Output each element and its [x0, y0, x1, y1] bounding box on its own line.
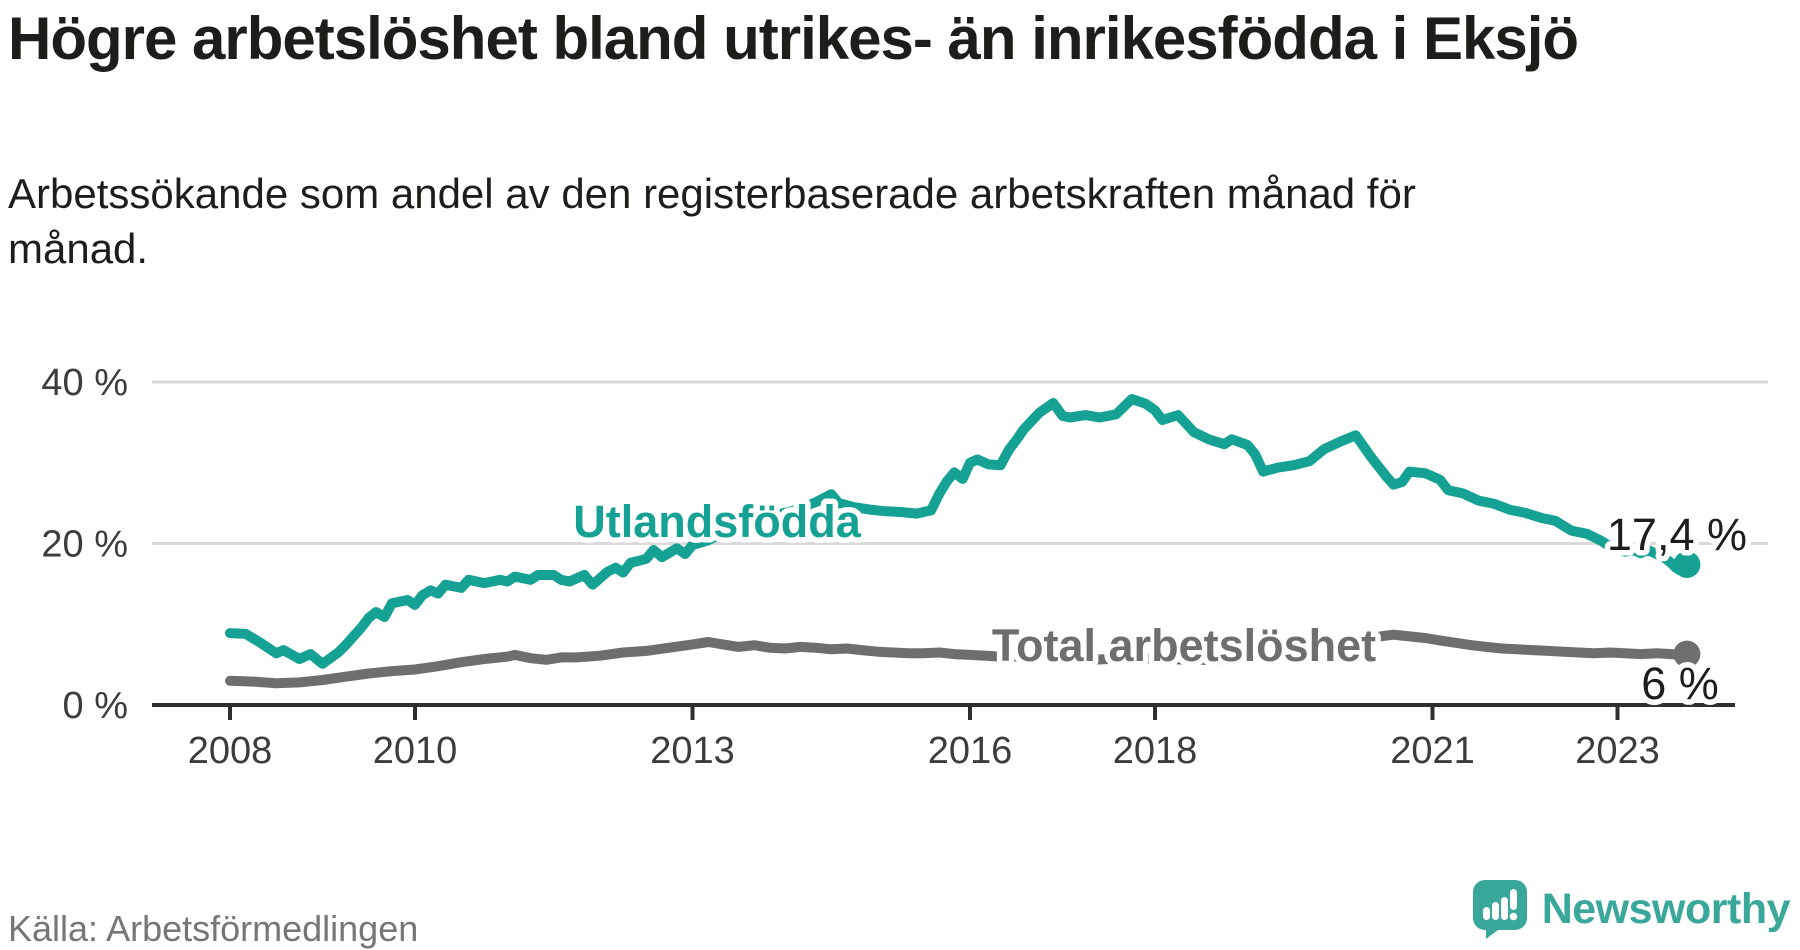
x-axis-tick-label: 2013 [650, 730, 735, 772]
y-axis-tick-label: 40 % [41, 362, 128, 404]
utlandsfodda-series-label: Utlandsfödda [573, 496, 861, 547]
x-axis-tick-label: 2018 [1113, 730, 1198, 772]
y-axis-tick-label: 20 % [41, 524, 128, 566]
utlandsfodda-line [225, 394, 1692, 669]
utlandsfodda-end-value-label: 17,4 % [1607, 509, 1747, 560]
total-arbetsloshet-end-dot [1673, 640, 1701, 668]
newsworthy-logo-icon [1472, 880, 1527, 939]
y-axis-tick-label: 0 % [63, 685, 128, 727]
x-axis-tick-label: 2023 [1575, 730, 1660, 772]
total-arbetsloshet-series-label: Total arbetslöshet [992, 620, 1376, 671]
newsworthy-wordmark: Newsworthy [1541, 884, 1791, 933]
gridlines [152, 380, 1768, 545]
x-axis-tick-label: 2016 [928, 730, 1013, 772]
x-axis-tick-label: 2010 [373, 730, 458, 772]
newsworthy-branding: Newsworthy [1472, 878, 1791, 940]
x-axis-tick-label: 2021 [1390, 730, 1475, 772]
x-axis-ticks: 2008 2010 2013 2016 2018 2021 2023 [188, 705, 1660, 772]
x-axis-tick-label: 2008 [188, 730, 273, 772]
source-credit: Källa: Arbetsförmedlingen [8, 908, 419, 949]
line-chart: 2008 2010 2013 2016 2018 2021 2023 0 % 20 % 40 %… [41, 362, 1768, 772]
total-arbetsloshet-end-value-label: 6 % [1641, 658, 1719, 709]
page-title: Högre arbetslöshet bland utrikes- än inr… [8, 5, 1579, 72]
y-axis-labels: 0 % 20 % 40 % [41, 362, 128, 727]
page-subtitle: Arbetssökande som andel av den registerb… [8, 170, 1416, 273]
total-arbetsloshet-line [225, 629, 1692, 689]
utlandsfodda-end-dot [1673, 551, 1701, 578]
